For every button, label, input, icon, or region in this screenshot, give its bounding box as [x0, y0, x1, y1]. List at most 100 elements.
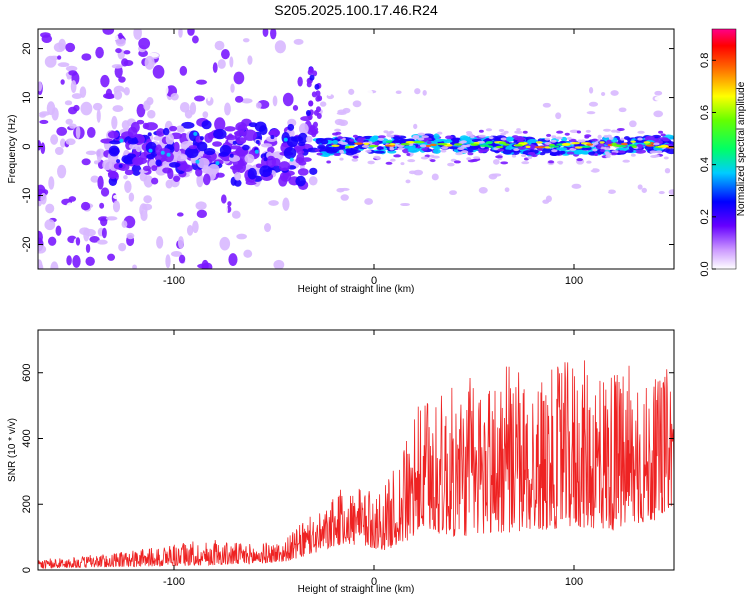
heatmap-cell [385, 161, 393, 165]
heatmap-cell [221, 194, 227, 204]
heatmap-cell [51, 107, 59, 121]
heatmap-cell [576, 158, 583, 162]
heatmap-cell [420, 156, 429, 160]
heatmap-cell [611, 144, 622, 147]
heatmap-cell [57, 164, 67, 179]
heatmap-cell [167, 168, 174, 180]
heatmap-cell [638, 88, 644, 94]
heatmap-cell [186, 225, 194, 236]
heatmap-cell [581, 145, 591, 148]
heatmap-cell [403, 106, 410, 112]
heatmap-cell [588, 86, 594, 94]
heatmap-cell [136, 103, 146, 118]
heatmap-cell [255, 163, 263, 168]
heatmap-cell [45, 203, 55, 214]
heatmap-cell [113, 90, 123, 100]
heatmap-cell [512, 135, 519, 139]
heatmap-cell [413, 123, 418, 130]
heatmap-cell [298, 123, 309, 135]
heatmap-cell [588, 101, 599, 107]
heatmap-cell [316, 113, 322, 120]
heatmap-cell [108, 176, 118, 187]
heatmap-cell [292, 104, 299, 111]
heatmap-cell [80, 101, 93, 116]
heatmap-cell [485, 128, 493, 132]
heatmap-cell [336, 111, 347, 115]
heatmap-cell [65, 138, 76, 146]
heatmap-cell [42, 179, 48, 187]
heatmap-cell [423, 137, 432, 141]
heatmap-cell [556, 130, 564, 134]
heatmap-cell [564, 132, 570, 136]
heatmap-cell [160, 150, 165, 155]
heatmap-cell [643, 141, 651, 144]
heatmap-cell [596, 143, 605, 147]
heatmap-cell [196, 173, 204, 188]
heatmap-cell [233, 71, 245, 85]
heatmap-cell [500, 161, 509, 165]
heatmap-cell [453, 160, 461, 164]
heatmap-cell [168, 216, 173, 221]
colorbar: 0.0 0.2 0.4 0.6 0.8 Normalized spectral ampl… [699, 28, 747, 277]
heatmap-cell [653, 110, 664, 118]
heatmap-cell [159, 83, 169, 96]
heatmap-cell [338, 145, 346, 150]
heatmap-cell [121, 155, 132, 164]
heatmap-cell [230, 83, 235, 93]
heatmap-cell [649, 150, 657, 154]
heatmap-cell [425, 144, 432, 148]
heatmap-cell [44, 55, 57, 68]
heatmap-cell [145, 141, 158, 154]
heatmap-cell [440, 146, 449, 150]
heatmap-cell [318, 151, 329, 157]
heatmap-cell [610, 90, 619, 96]
heatmap-cell [306, 81, 312, 88]
heatmap-cell [417, 132, 426, 136]
heatmap-cell [118, 76, 126, 83]
heatmap-cell [515, 144, 524, 147]
heatmap-cell [273, 216, 282, 224]
bottom-x-tick-label: 0 [371, 576, 377, 588]
heatmap-cell [151, 165, 158, 172]
heatmap-cell [96, 239, 108, 245]
heatmap-cell [173, 175, 181, 182]
heatmap-cell [132, 264, 137, 269]
heatmap-cell [236, 233, 248, 240]
heatmap-cell [128, 143, 138, 150]
heatmap-cell [39, 111, 51, 116]
heatmap-cell [413, 140, 425, 144]
colorbar-tick-label: 0.8 [699, 53, 711, 68]
heatmap-cell [318, 146, 327, 150]
heatmap-cell [259, 165, 272, 178]
heatmap-cell [142, 165, 152, 172]
heatmap-cell [196, 209, 208, 219]
heatmap-cell [625, 149, 634, 153]
top-y-tick-label: 0 [21, 143, 33, 149]
heatmap-cell [365, 89, 373, 96]
heatmap-cell [571, 183, 582, 189]
heatmap-cell [123, 174, 128, 180]
heatmap-cell [574, 146, 583, 149]
bottom-y-ticks: 0 200 400 600 [21, 364, 674, 573]
heatmap-cell [72, 254, 81, 268]
heatmap-cell [429, 159, 436, 163]
heatmap-cell [148, 148, 153, 153]
heatmap-cell [535, 141, 543, 144]
heatmap-cell [123, 87, 130, 96]
heatmap-cell [609, 136, 614, 140]
heatmap-cell [641, 187, 647, 193]
heatmap-cell [153, 136, 163, 141]
heatmap-cell [231, 210, 241, 219]
heatmap-cell [629, 120, 637, 128]
heatmap-cell [155, 159, 162, 167]
heatmap-cell [309, 167, 318, 175]
heatmap-cell [503, 143, 510, 146]
heatmap-cell [377, 146, 384, 151]
heatmap-cell [555, 112, 562, 120]
heatmap-cell [38, 244, 47, 254]
heatmap-cell [361, 127, 369, 131]
heatmap-cell [413, 169, 424, 176]
heatmap-cell [195, 159, 200, 164]
heatmap-cell [352, 134, 358, 138]
